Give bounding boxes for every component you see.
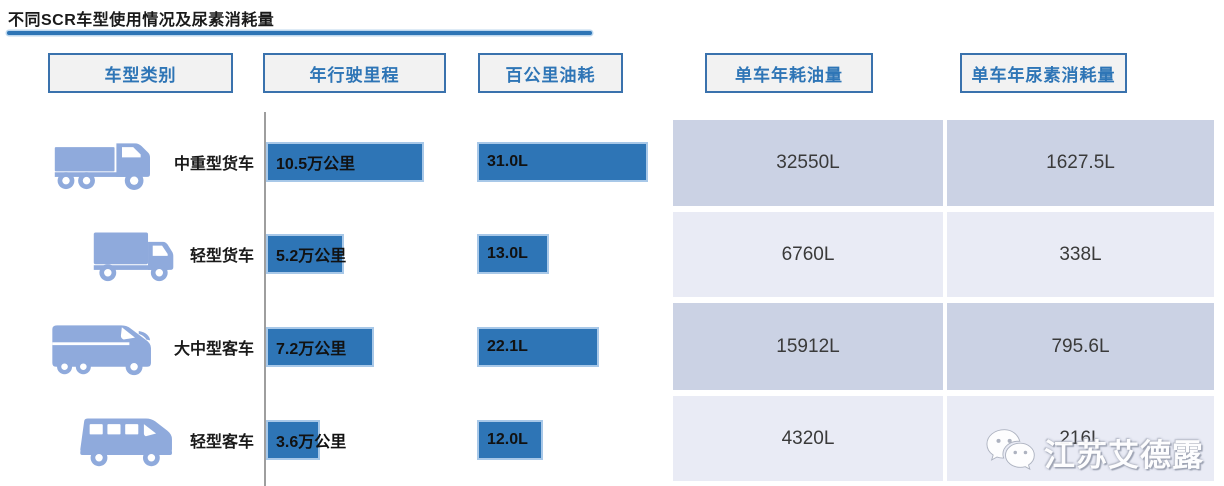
coach-bus-icon [52, 325, 151, 376]
mileage-bar-label: 5.2万公里 [276, 248, 347, 265]
mileage-bar-label: 7.2万公里 [276, 341, 347, 358]
page-title: 不同SCR车型使用情况及尿素消耗量 [8, 12, 275, 29]
annual-fuel-cell: 6760L [673, 212, 943, 297]
column-header-fuel-per-100km: 百公里油耗 [478, 53, 623, 93]
category-row: 大中型客车 [36, 310, 254, 384]
fuel-bar-label: 12.0L [487, 431, 528, 448]
category-label: 中重型货车 [173, 156, 254, 173]
category-label: 轻型货车 [189, 248, 254, 265]
fuel-bar: 12.0L [477, 420, 543, 460]
fuel-bar: 13.0L [477, 234, 549, 274]
heavy-truck-icon [54, 143, 150, 190]
category-label: 大中型客车 [173, 341, 254, 358]
column-header-annual-fuel: 单车年耗油量 [705, 53, 873, 93]
mileage-bar-label: 10.5万公里 [276, 156, 356, 173]
category-row: 轻型客车 [36, 403, 254, 477]
annual-urea-cell: 338L [947, 212, 1214, 297]
fuel-bar: 31.0L [477, 142, 648, 182]
light-truck-icon [93, 232, 174, 282]
category-label: 轻型客车 [189, 434, 254, 451]
column-header-annual-mileage: 年行驶里程 [263, 53, 446, 93]
mileage-bar: 5.2万公里 [266, 234, 347, 274]
annual-fuel-cell: 4320L [673, 396, 943, 481]
annual-urea-cell: 1627.5L [947, 120, 1214, 206]
mileage-bar: 3.6万公里 [266, 420, 346, 460]
annual-urea-cell: 795.6L [947, 303, 1214, 390]
annual-urea-cell: 216L [947, 396, 1214, 481]
annual-fuel-cell: 32550L [673, 120, 943, 206]
fuel-bar: 22.1L [477, 327, 599, 367]
mileage-bar: 10.5万公里 [266, 142, 424, 182]
annual-fuel-cell: 15912L [673, 303, 943, 390]
fuel-bar-label: 13.0L [487, 245, 528, 262]
mileage-bar-label: 3.6万公里 [276, 434, 347, 451]
category-row: 轻型货车 [36, 217, 254, 291]
mileage-bar: 7.2万公里 [266, 327, 374, 367]
title-underline [7, 31, 592, 35]
column-header-category: 车型类别 [48, 53, 233, 93]
category-row: 中重型货车 [36, 125, 254, 199]
fuel-bar-label: 31.0L [487, 153, 528, 170]
column-header-annual-urea: 单车年尿素消耗量 [960, 53, 1127, 93]
fuel-bar-label: 22.1L [487, 338, 528, 355]
minibus-icon [80, 418, 172, 467]
chart-axis-line [264, 112, 266, 486]
